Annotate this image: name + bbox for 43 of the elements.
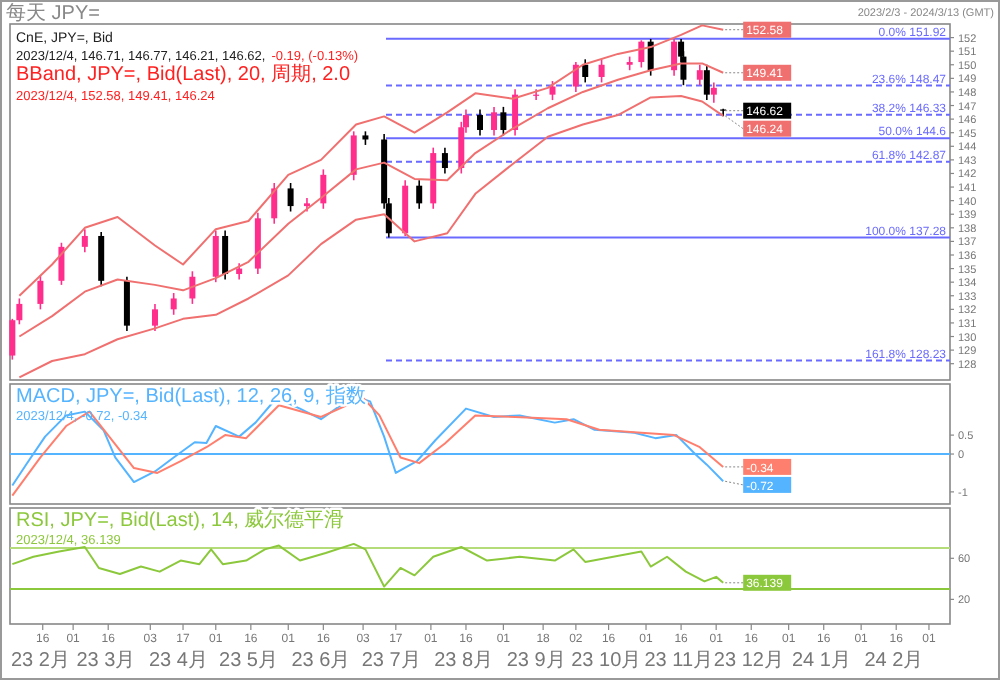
annotation: 每天 JPY=: [6, 1, 101, 25]
text: 23 5月: [219, 650, 278, 672]
line-series: [18, 24, 725, 297]
candlestick: [222, 229, 229, 281]
candlestick: [696, 63, 703, 86]
candlestick: [170, 292, 177, 316]
candlestick: [416, 179, 423, 210]
text: 23 4月: [148, 650, 208, 672]
candlestick: [271, 182, 278, 225]
text: 23 3月: [76, 650, 136, 672]
text: 24 2月: [864, 650, 924, 672]
candlestick: [98, 231, 105, 288]
candlestick: [123, 275, 130, 332]
candlestick: [58, 241, 65, 286]
candlestick: [287, 182, 294, 213]
candlestick: [37, 274, 44, 311]
candlestick: [710, 81, 717, 104]
candlestick: [671, 37, 678, 77]
candlestick: [477, 108, 483, 137]
text: 23 12月: [713, 650, 784, 672]
text: 23 8月: [434, 650, 494, 672]
candlestick: [402, 179, 409, 237]
candlestick: [703, 63, 710, 101]
text: 23 10月: [571, 650, 642, 672]
candlestick: [151, 303, 158, 332]
candlestick: [212, 229, 219, 283]
candlestick: [81, 228, 88, 254]
candlestick: [572, 61, 579, 93]
text: 23 7月: [361, 650, 421, 672]
annotation: BBand, JPY=, Bid(Last), 20, 周期, 2.0: [16, 62, 351, 86]
candlestick: [549, 80, 556, 101]
text: 24 1月: [791, 650, 851, 672]
chart-title: RSI, JPY=, Bid(Last), 14, 威尔德平滑: [16, 508, 345, 532]
text: 23 11月: [644, 650, 714, 672]
candlestick: [598, 58, 605, 84]
candlestick: [350, 130, 357, 182]
text: 23 6月: [291, 650, 351, 672]
candlestick: [582, 58, 589, 84]
text: 23 9月: [506, 650, 566, 672]
candlestick: [500, 106, 507, 137]
candlestick: [491, 106, 498, 137]
candlestick: [441, 146, 448, 175]
text: 23 2月: [10, 650, 70, 672]
